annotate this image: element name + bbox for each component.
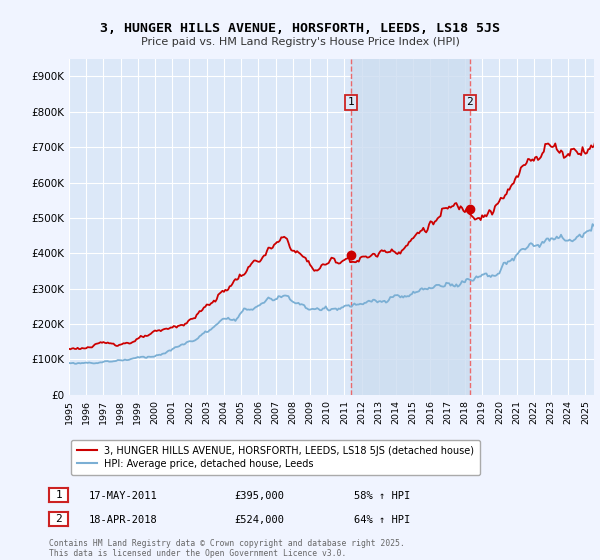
Text: £524,000: £524,000 bbox=[234, 515, 284, 525]
Legend: 3, HUNGER HILLS AVENUE, HORSFORTH, LEEDS, LS18 5JS (detached house), HPI: Averag: 3, HUNGER HILLS AVENUE, HORSFORTH, LEEDS… bbox=[71, 440, 480, 474]
Text: 1: 1 bbox=[55, 490, 62, 500]
Text: 3, HUNGER HILLS AVENUE, HORSFORTH, LEEDS, LS18 5JS: 3, HUNGER HILLS AVENUE, HORSFORTH, LEEDS… bbox=[100, 22, 500, 35]
Text: 1: 1 bbox=[347, 97, 354, 108]
Text: 17-MAY-2011: 17-MAY-2011 bbox=[89, 491, 158, 501]
Text: 18-APR-2018: 18-APR-2018 bbox=[89, 515, 158, 525]
Text: 2: 2 bbox=[55, 514, 62, 524]
Text: 64% ↑ HPI: 64% ↑ HPI bbox=[354, 515, 410, 525]
Text: Price paid vs. HM Land Registry's House Price Index (HPI): Price paid vs. HM Land Registry's House … bbox=[140, 37, 460, 47]
Text: £395,000: £395,000 bbox=[234, 491, 284, 501]
Text: Contains HM Land Registry data © Crown copyright and database right 2025.
This d: Contains HM Land Registry data © Crown c… bbox=[49, 539, 405, 558]
Text: 58% ↑ HPI: 58% ↑ HPI bbox=[354, 491, 410, 501]
Bar bbox=[351, 59, 470, 395]
Text: 2: 2 bbox=[467, 97, 473, 108]
